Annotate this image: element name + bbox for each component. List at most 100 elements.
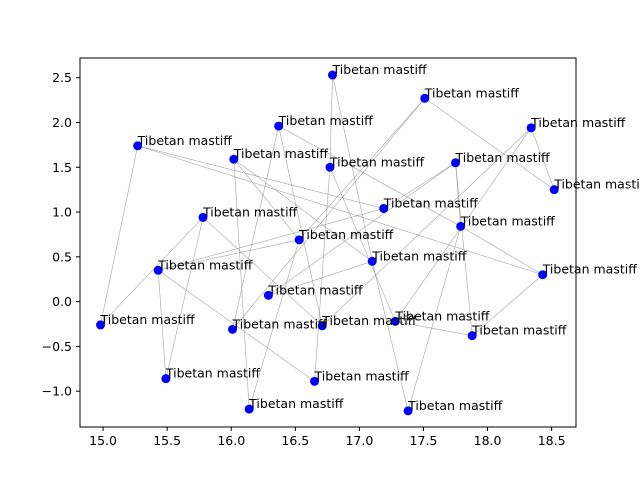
edge-line [460,226,543,276]
y-tick-label: 1.5 [52,160,72,175]
data-point [263,290,273,300]
data-point [390,316,400,326]
point-label: Tibetan mastiff [232,316,328,331]
x-axis: 15.0 15.5 16.0 16.5 17.0 17.5 18.0 18.5 [89,427,566,448]
edge-line [158,208,384,271]
data-point [379,203,389,213]
data-point [403,406,413,416]
point-label: Tibetan mastiff [298,227,394,242]
data-point [327,70,337,80]
data-point [325,162,335,172]
point-label: Tibetan mastiff [394,308,490,323]
point-label: Tibetan mastiff [407,398,503,413]
edge-line [395,321,473,336]
edge-line [232,126,279,330]
data-point [451,158,461,168]
point-label: Tibetan mastiff [331,62,427,77]
edge-line [424,98,555,190]
data-point [153,265,163,275]
data-point [456,221,466,231]
y-tick-label: −1.0 [42,384,72,399]
edge-line [233,159,300,241]
edge-line [314,167,331,382]
point-label: Tibetan mastiff [530,115,626,130]
point-label: Tibetan mastiff [321,313,417,328]
point-label: Tibetan mastiff [278,113,374,128]
data-point [310,376,320,386]
point-label: Tibetan mastiff [248,396,344,411]
point-label: Tibetan mastiff [165,366,261,381]
point-label: Tibetan mastiff [100,312,196,327]
point-label: Tibetan mastiff [233,146,329,161]
point-label: Tibetan mastiff [471,323,567,338]
edge-line [100,217,204,326]
edge-line [329,167,396,322]
data-point [161,374,171,384]
point-label: Tibetan mastiff [553,177,640,192]
point-label: Tibetan mastiff [157,257,253,272]
point-label: Tibetan mastiff [329,154,425,169]
x-tick-label: 17.0 [345,433,373,448]
edge-line [329,75,333,168]
edge-line [233,159,250,410]
edge-line [407,226,461,411]
edge-line [530,127,555,190]
x-tick-label: 18.0 [474,433,502,448]
edge-line [278,126,323,326]
data-point [367,256,377,266]
point-label: Tibetan mastiff [455,150,551,165]
edge-line [232,98,425,330]
edge-line [268,162,456,296]
edge-line [455,162,473,336]
point-label: Tibetan mastiff [424,85,520,100]
y-tick-label: 2.5 [52,70,72,85]
data-point [274,121,284,131]
x-tick-label: 18.5 [538,433,566,448]
points-layer [96,70,559,416]
y-tick-label: 0.0 [52,294,72,309]
y-tick-label: 0.5 [52,249,72,264]
x-tick-label: 17.5 [410,433,438,448]
edge-line [371,261,409,411]
point-label: Tibetan mastiff [314,368,410,383]
point-label: Tibetan mastiff [371,248,467,263]
data-point [526,123,536,133]
point-label: Tibetan mastiff [460,213,556,228]
data-point [198,212,208,222]
y-tick-label: −0.5 [42,339,72,354]
edge-line [471,274,543,336]
data-point [244,404,254,414]
data-point [294,235,304,245]
data-point [538,270,548,280]
edge-line [278,125,461,227]
data-point [96,320,106,330]
data-point [229,154,239,164]
edge-line [233,158,373,262]
point-label: Tibetan mastiff [383,195,479,210]
edge-line [158,270,315,382]
data-point [133,141,143,151]
point-label: Tibetan mastiff [542,262,638,277]
data-point [467,331,477,341]
x-tick-label: 16.0 [217,433,245,448]
edge-line [298,98,425,241]
edge-line [202,217,323,327]
edge-line [100,145,138,325]
y-tick-label: 2.0 [52,115,72,130]
edge-line [322,127,532,327]
edge-line [157,270,167,379]
data-point [228,324,238,334]
edge-line [332,74,373,262]
point-label: Tibetan mastiff [267,282,363,297]
data-point [420,93,430,103]
edge-line [165,217,204,379]
x-tick-label: 15.5 [153,433,181,448]
x-tick-label: 15.0 [89,433,117,448]
edge-line [383,162,456,209]
point-label: Tibetan mastiff [137,133,233,148]
edge-line [248,239,300,410]
y-tick-label: 1.0 [52,205,72,220]
point-label: Tibetan mastiff [202,204,298,219]
